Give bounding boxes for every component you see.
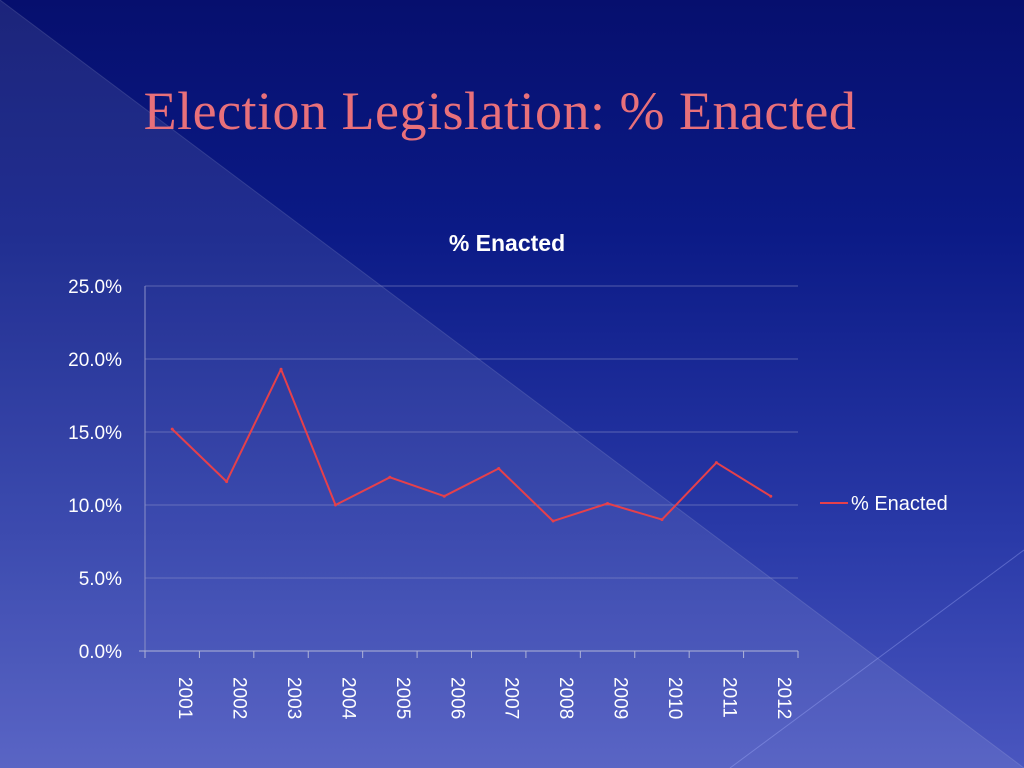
x-tick-label: 2010 [664, 677, 685, 719]
background-accent-line [729, 549, 1024, 768]
x-tick-label: 2009 [610, 677, 631, 719]
y-tick-label: 20.0% [68, 350, 122, 371]
x-tick-label: 2004 [337, 677, 358, 720]
data-point [606, 502, 610, 506]
data-point [442, 494, 446, 498]
data-point [333, 503, 337, 507]
y-tick-label: 5.0% [79, 569, 122, 590]
y-tick-label: 15.0% [68, 423, 122, 444]
data-point [497, 467, 501, 470]
chart-title: % Enacted [449, 230, 565, 256]
y-tick-label: 25.0% [68, 277, 122, 298]
data-point [660, 518, 664, 522]
x-tick-label: 2012 [773, 677, 794, 719]
y-tick-label: 10.0% [68, 496, 122, 517]
y-tick-label: 0.0% [79, 642, 122, 663]
data-point [388, 475, 392, 479]
x-tick-label: 2011 [718, 677, 739, 718]
x-tick-label: 2001 [174, 677, 195, 719]
x-tick-label: 2006 [446, 677, 467, 719]
slide-title: Election Legislation: % Enacted [143, 81, 857, 141]
x-tick-label: 2007 [501, 677, 522, 719]
data-point [714, 461, 718, 465]
legend-label: % Enacted [851, 493, 948, 515]
data-point [279, 367, 283, 371]
x-tick-label: 2005 [392, 677, 413, 719]
x-tick-label: 2002 [229, 677, 250, 719]
data-point [551, 519, 555, 523]
data-point [170, 427, 174, 431]
x-tick-label: 2003 [283, 677, 304, 719]
data-point [225, 480, 229, 484]
data-point [769, 494, 773, 498]
series-line [171, 368, 772, 523]
x-tick-label: 2008 [555, 677, 576, 719]
